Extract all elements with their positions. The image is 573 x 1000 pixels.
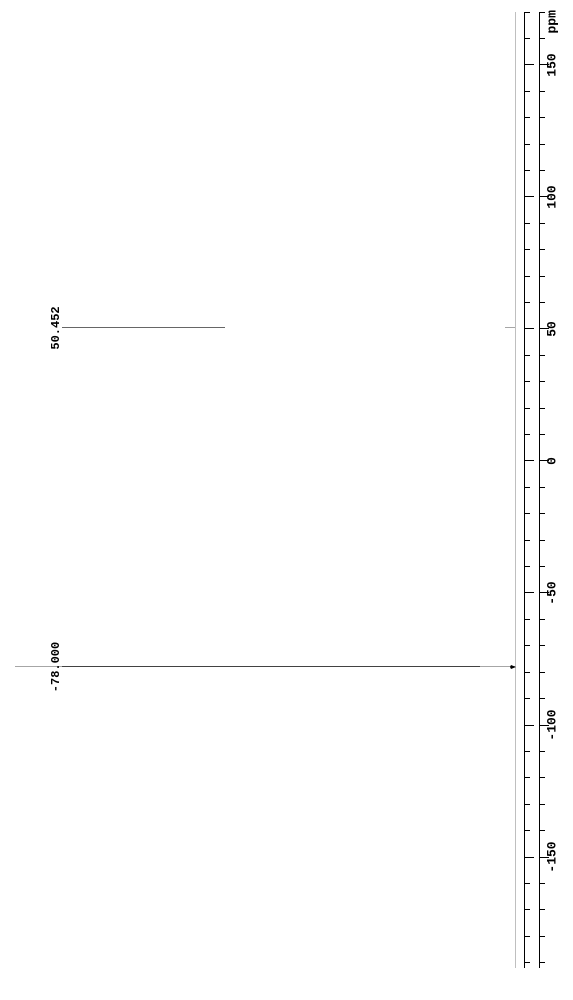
- minor-tick: [539, 408, 545, 409]
- minor-tick: [524, 249, 530, 250]
- minor-tick: [524, 540, 530, 541]
- minor-tick: [539, 170, 545, 171]
- minor-tick: [539, 698, 545, 699]
- minor-tick: [539, 38, 545, 39]
- minor-tick: [524, 962, 530, 963]
- minor-tick: [539, 645, 545, 646]
- minor-tick: [524, 777, 530, 778]
- minor-tick: [539, 962, 545, 963]
- major-tick: [524, 196, 534, 197]
- minor-tick: [524, 645, 530, 646]
- major-tick: [524, 592, 534, 593]
- minor-tick: [539, 751, 545, 752]
- spectrum-baseline: [515, 12, 516, 968]
- axis-tick-label: -100: [545, 709, 560, 740]
- minor-tick: [539, 117, 545, 118]
- minor-tick: [524, 883, 530, 884]
- axis-line-1: [539, 12, 540, 968]
- minor-tick: [539, 936, 545, 937]
- minor-tick: [524, 381, 530, 382]
- minor-tick: [524, 302, 530, 303]
- minor-tick: [539, 540, 545, 541]
- minor-tick: [524, 38, 530, 39]
- minor-tick: [539, 223, 545, 224]
- minor-tick: [539, 144, 545, 145]
- minor-tick: [524, 619, 530, 620]
- axis-tick-label: 100: [545, 185, 560, 208]
- axis-tick-label: -150: [545, 841, 560, 872]
- peak-line: [505, 327, 515, 328]
- minor-tick: [539, 909, 545, 910]
- minor-tick: [539, 804, 545, 805]
- minor-tick: [539, 276, 545, 277]
- minor-tick: [524, 434, 530, 435]
- minor-tick: [539, 355, 545, 356]
- minor-tick: [524, 170, 530, 171]
- peak-leader-line: [62, 666, 480, 667]
- minor-tick: [524, 223, 530, 224]
- peak-value-label: 50.452: [49, 306, 63, 349]
- minor-tick: [524, 355, 530, 356]
- minor-tick: [524, 936, 530, 937]
- axis-tick-label: 150: [545, 53, 560, 76]
- major-tick: [524, 857, 534, 858]
- minor-tick: [539, 566, 545, 567]
- minor-tick: [524, 513, 530, 514]
- minor-tick: [524, 909, 530, 910]
- minor-tick: [524, 276, 530, 277]
- major-tick: [524, 64, 534, 65]
- minor-tick: [524, 830, 530, 831]
- minor-tick: [524, 672, 530, 673]
- minor-tick: [539, 883, 545, 884]
- minor-tick: [524, 751, 530, 752]
- nmr-spectrum-figure: 150 100 50 0 -50 -100 -150 ppm -78.000 50.452: [0, 0, 573, 1000]
- axis-line-0: [524, 12, 525, 968]
- axis-unit-label: ppm: [545, 10, 560, 33]
- minor-tick: [524, 91, 530, 92]
- major-tick: [524, 328, 534, 329]
- peak-value-label: -78.000: [49, 642, 63, 692]
- minor-tick: [539, 381, 545, 382]
- minor-tick: [539, 302, 545, 303]
- minor-tick: [539, 830, 545, 831]
- minor-tick: [539, 91, 545, 92]
- minor-tick: [524, 144, 530, 145]
- minor-tick: [539, 249, 545, 250]
- minor-tick: [539, 434, 545, 435]
- minor-tick: [524, 698, 530, 699]
- minor-tick: [524, 12, 530, 13]
- minor-tick: [524, 487, 530, 488]
- major-tick: [524, 725, 534, 726]
- minor-tick: [539, 672, 545, 673]
- minor-tick: [539, 777, 545, 778]
- minor-tick: [524, 117, 530, 118]
- minor-tick: [539, 619, 545, 620]
- minor-tick: [539, 513, 545, 514]
- major-tick: [524, 460, 534, 461]
- axis-tick-label: 0: [545, 457, 560, 465]
- peak-leader-line: [62, 327, 225, 328]
- axis-tick-label: 50: [545, 321, 560, 337]
- axis-tick-label: -50: [545, 581, 560, 604]
- minor-tick: [524, 408, 530, 409]
- minor-tick: [524, 566, 530, 567]
- minor-tick: [524, 804, 530, 805]
- minor-tick: [539, 487, 545, 488]
